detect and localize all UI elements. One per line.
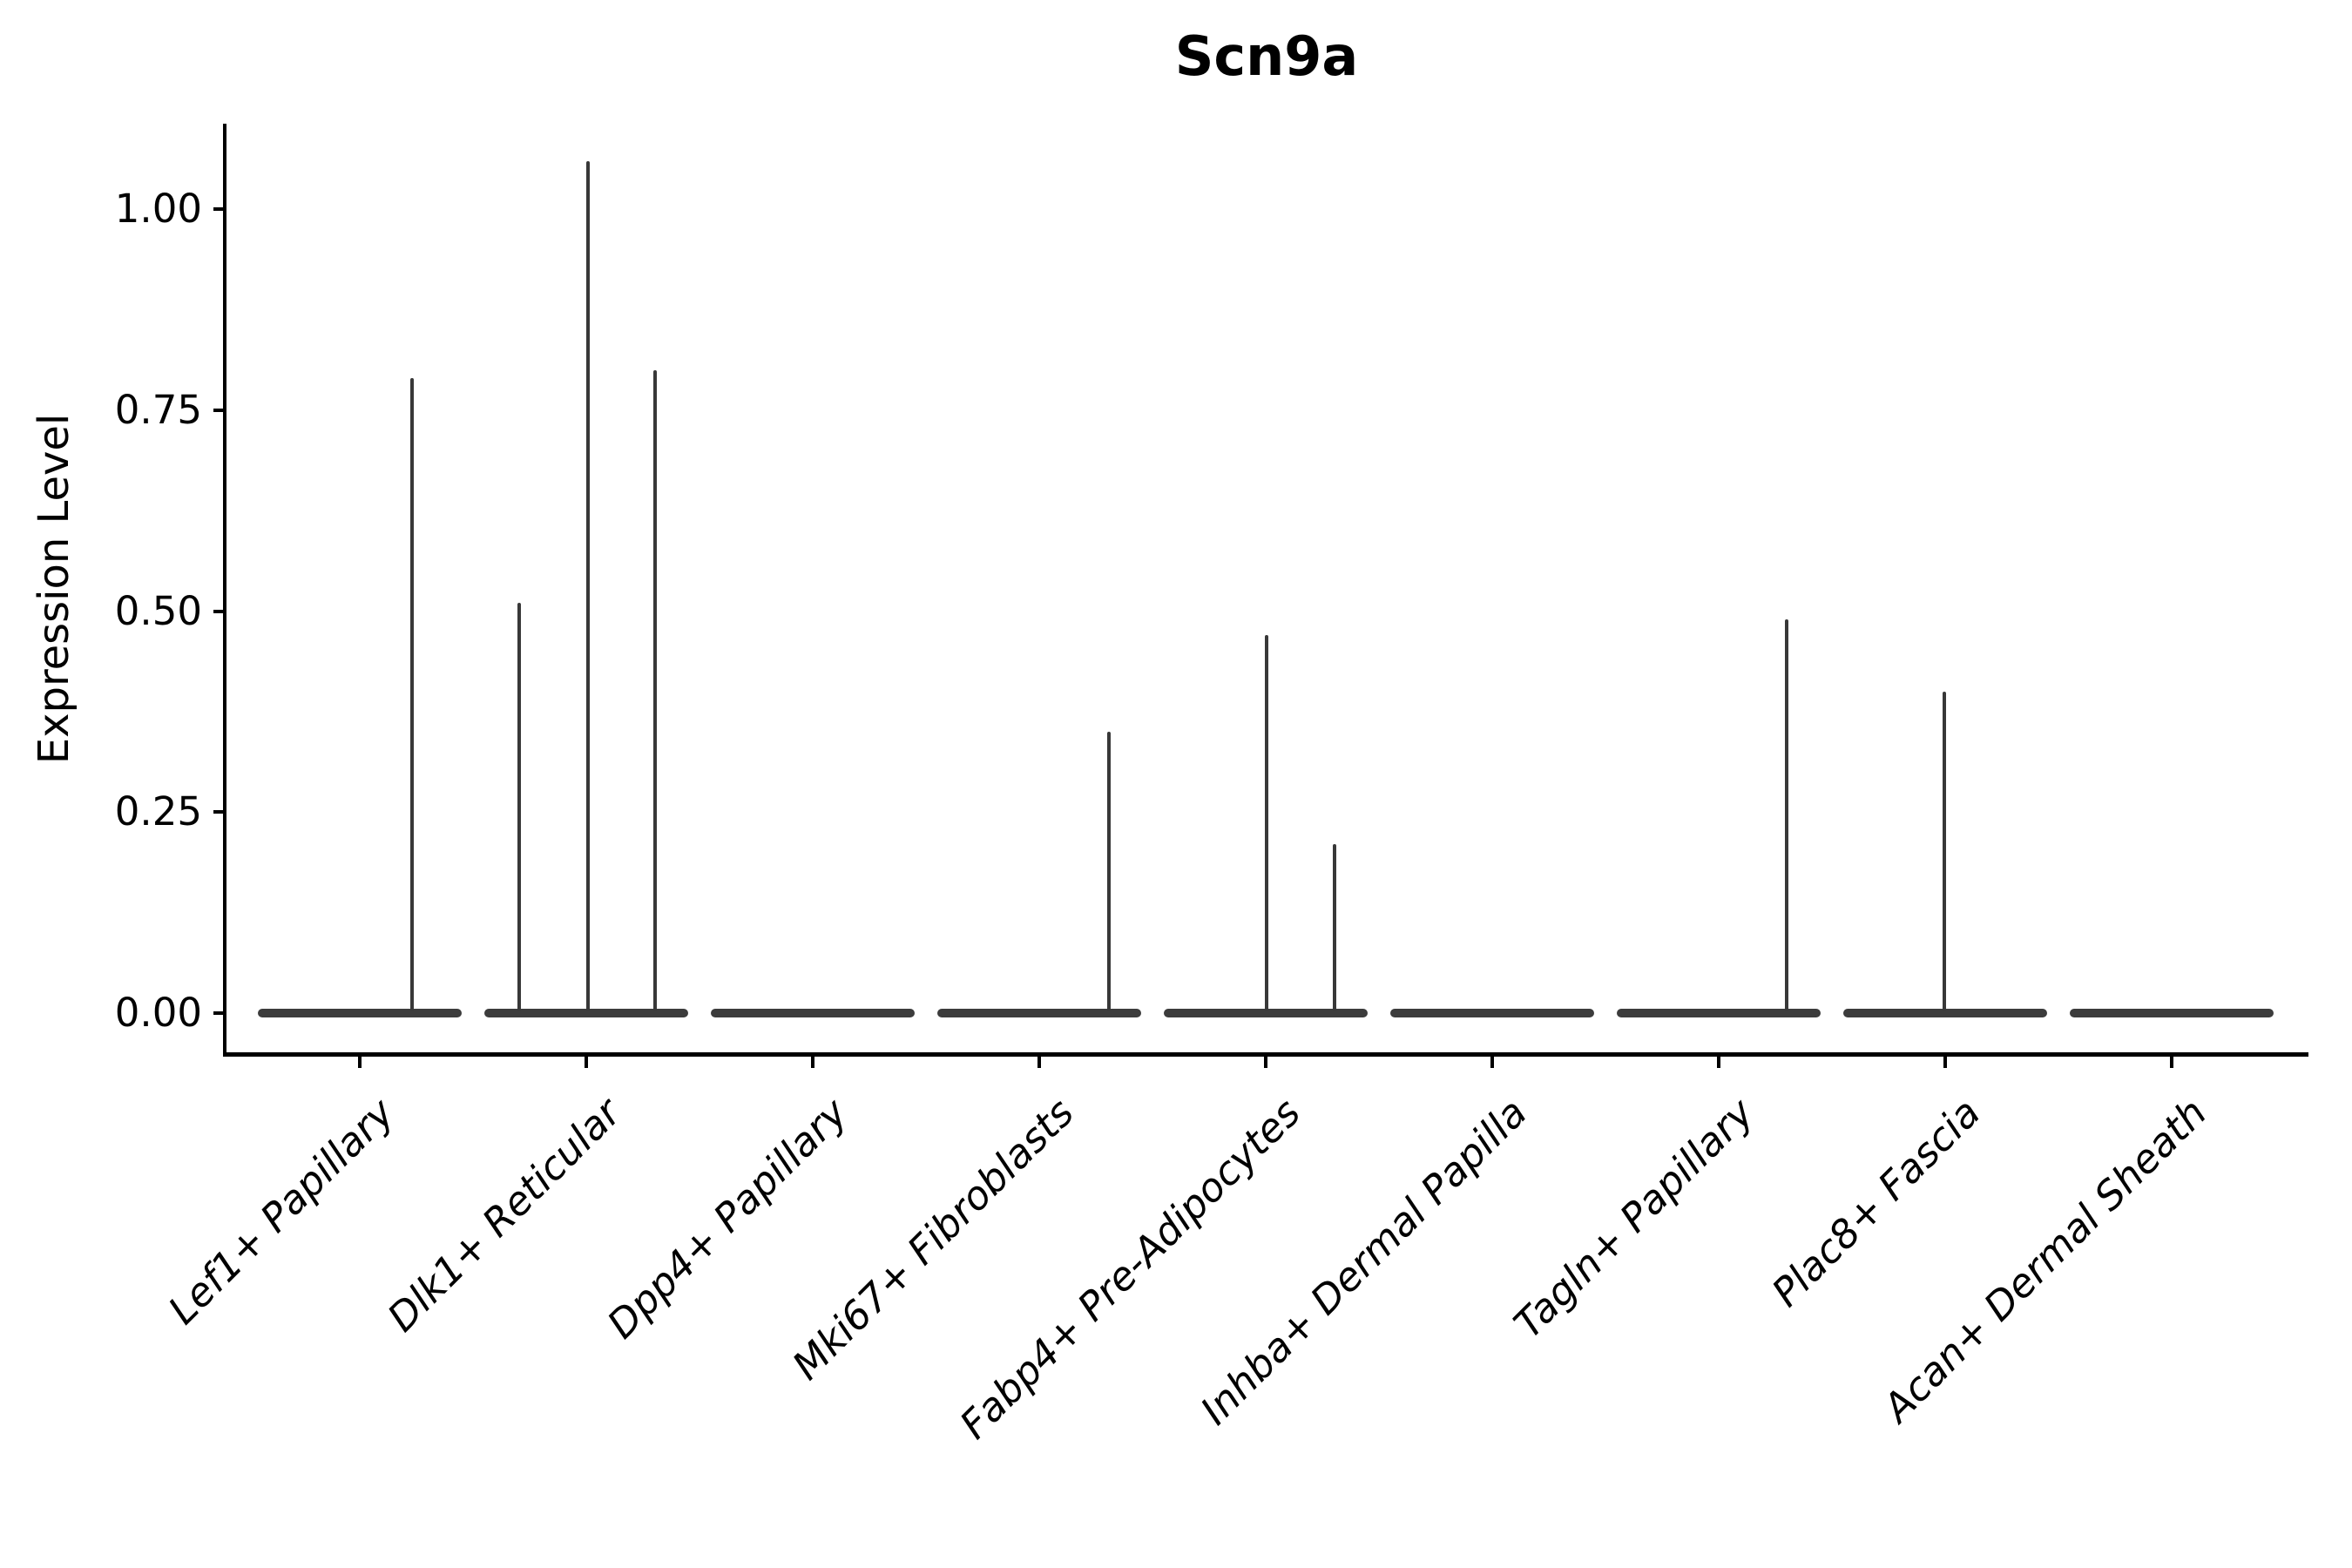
y-tick-mark [213, 1011, 225, 1015]
x-tick-mark [1717, 1054, 1720, 1068]
violin-body [1390, 1009, 1594, 1017]
y-tick-mark [213, 408, 225, 412]
y-tick-label: 0.75 [114, 386, 202, 433]
x-tick-mark [1490, 1054, 1494, 1068]
violin-body [258, 1009, 462, 1017]
violin-spike [1943, 691, 1946, 1010]
x-tick-mark [1264, 1054, 1267, 1068]
violin-body [937, 1009, 1141, 1017]
violin-body [711, 1009, 915, 1017]
y-tick-label: 0.50 [114, 587, 202, 634]
violin-spike [1785, 618, 1788, 1010]
x-tick-label: Dpp4+ Papillary [598, 1089, 857, 1348]
x-tick-label: Plac8+ Fascia [1762, 1089, 1990, 1316]
x-tick-mark [358, 1054, 362, 1068]
y-axis-spine [223, 124, 226, 1057]
violin-body [1164, 1009, 1368, 1017]
violin-body [1843, 1009, 2047, 1017]
chart-title: Scn9a [1174, 24, 1359, 88]
y-axis-title: Expression Level [30, 413, 78, 765]
y-tick-mark [213, 207, 225, 211]
y-tick-label: 0.00 [114, 990, 202, 1036]
violin-body [2070, 1009, 2274, 1017]
violin-spike [586, 160, 590, 1010]
violin-spike [1265, 635, 1268, 1010]
x-tick-mark [811, 1054, 814, 1068]
x-tick-label: Lef1+ Papillary [159, 1089, 404, 1334]
violin-spike [517, 603, 521, 1010]
x-tick-mark [1943, 1054, 1947, 1068]
violin-body [484, 1009, 688, 1017]
y-tick-label: 1.00 [114, 186, 202, 232]
violin-spike [1107, 731, 1111, 1010]
x-tick-label: Dlk1+ Reticular [378, 1089, 631, 1341]
y-tick-label: 0.25 [114, 788, 202, 835]
y-tick-mark [213, 810, 225, 814]
violin-body [1617, 1009, 1821, 1017]
x-tick-mark [585, 1054, 588, 1068]
x-tick-mark [2170, 1054, 2173, 1068]
violin-spike [1333, 844, 1336, 1010]
violin-spike [653, 369, 657, 1010]
y-tick-mark [213, 609, 225, 613]
violin-spike [410, 377, 414, 1010]
x-tick-mark [1037, 1054, 1041, 1068]
x-tick-label: Tagln+ Papillary [1504, 1089, 1763, 1348]
